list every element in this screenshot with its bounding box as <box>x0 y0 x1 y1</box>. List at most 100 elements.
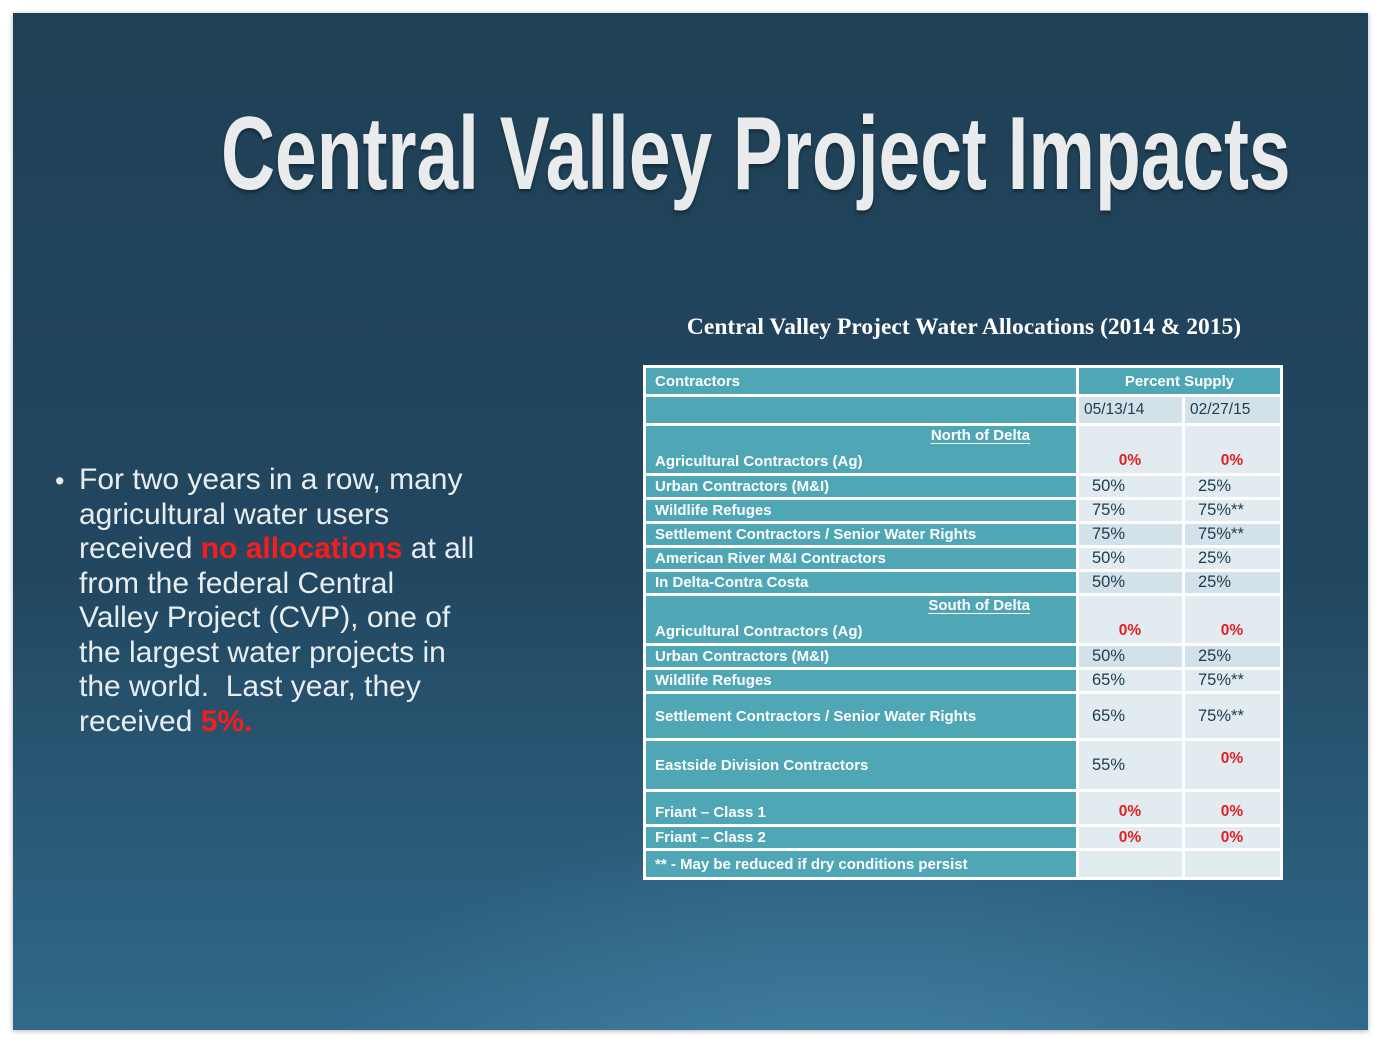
empty-teal-cell <box>646 397 1076 423</box>
bullet-segment: For two years in a row, many <box>79 463 463 496</box>
contractor-label-cell: Eastside Division Contractors <box>646 741 1076 789</box>
value-cell: 75% <box>1079 524 1182 545</box>
contractor-label-cell: Settlement Contractors / Senior Water Ri… <box>646 694 1076 738</box>
table-row: South of Delta Agricultural Contractors (… <box>646 596 1281 643</box>
contractor-label-cell: Friant – Class 1 <box>646 792 1076 824</box>
contractor-label-cell: Settlement Contractors / Senior Water Ri… <box>646 524 1076 545</box>
bullet-segment: received <box>79 532 201 565</box>
bullet-line: agricultural water users <box>79 498 598 533</box>
value-cell: 75%** <box>1185 500 1281 521</box>
contractor-label: Wildlife Refuges <box>655 672 772 689</box>
value-cell: 0% <box>1185 596 1281 643</box>
value-cell: 0% <box>1185 792 1281 824</box>
contractor-label-cell: Wildlife Refuges <box>646 500 1076 521</box>
bullet-emphasis-text: 5%. <box>200 704 253 738</box>
bullet-emphasis-text: no allocations <box>200 532 403 565</box>
value-cell: 25% <box>1185 572 1281 593</box>
contractor-label: American River M&I Contractors <box>655 550 886 567</box>
contractor-label-cell: In Delta-Contra Costa <box>646 572 1076 593</box>
table-row: American River M&I Contractors 50% 25% <box>646 548 1281 569</box>
value-cell: 50% <box>1079 646 1182 667</box>
table-row: Friant – Class 2 0% 0% <box>646 827 1281 848</box>
bullet-segment: received <box>79 704 201 738</box>
bullet-segment: agricultural water users <box>79 497 390 531</box>
contractor-label: Urban Contractors (M&I) <box>655 478 830 495</box>
contractors-header: Contractors <box>646 368 1076 394</box>
table-row: Settlement Contractors / Senior Water Ri… <box>646 524 1281 545</box>
bullet-segment: Valley Project (CVP), one of <box>79 601 451 634</box>
value-cell: 75%** <box>1185 524 1281 545</box>
value-cell: 25% <box>1185 548 1281 569</box>
empty-value-cell <box>1079 851 1182 877</box>
table-row: Wildlife Refuges 75% 75%** <box>646 500 1281 521</box>
value-cell: 0% <box>1079 792 1182 824</box>
table-row: North of Delta Agricultural Contractors (… <box>646 426 1281 473</box>
contractor-label: Settlement Contractors / Senior Water Ri… <box>655 526 977 543</box>
contractor-label-cell: American River M&I Contractors <box>646 548 1076 569</box>
table-row: Urban Contractors (M&I) 50% 25% <box>646 646 1281 667</box>
table-row: Settlement Contractors / Senior Water Ri… <box>646 694 1281 738</box>
empty-value-cell <box>1185 851 1281 877</box>
bullet-line: received 5%. <box>79 705 598 740</box>
bullet-icon: • <box>55 466 65 496</box>
contractor-label: Settlement Contractors / Senior Water Ri… <box>655 707 977 725</box>
value-cell: 50% <box>1079 548 1182 569</box>
value-cell: 75%** <box>1185 670 1281 691</box>
table-header-row: Contractors Percent Supply <box>646 368 1281 394</box>
bullet-line: Valley Project (CVP), one of <box>79 601 598 636</box>
value-cell: 75%** <box>1185 694 1281 738</box>
contractor-label-cell: Friant – Class 2 <box>646 827 1076 848</box>
bullet-line: the world. Last year, they <box>79 670 598 705</box>
bullet-segment: at all <box>402 532 475 565</box>
value-cell: 25% <box>1185 646 1281 667</box>
contractor-label: Wildlife Refuges <box>655 502 772 519</box>
value-cell: 0% <box>1185 741 1281 789</box>
date-col-2014: 05/13/14 <box>1079 397 1182 423</box>
value-cell: 50% <box>1079 572 1182 593</box>
slide-title-wrap: Central Valley Project Impacts <box>13 96 1368 212</box>
table-footnote: ** - May be reduced if dry conditions pe… <box>646 851 1076 877</box>
contractor-label: In Delta-Contra Costa <box>655 574 809 591</box>
table-title: Central Valley Project Water Allocations… <box>686 314 1242 340</box>
contractor-label: Urban Contractors (M&I) <box>655 648 830 665</box>
percent-supply-header: Percent Supply <box>1079 368 1281 394</box>
bullet-line: from the federal Central <box>79 567 598 602</box>
bullet-text: For two years in a row, many agricultural… <box>79 463 598 739</box>
bullet-segment: from the federal Central <box>79 566 395 600</box>
bullet-block: • For two years in a row, many agricultur… <box>53 463 598 739</box>
table-row: Wildlife Refuges 65% 75%** <box>646 670 1281 691</box>
value-cell: 65% <box>1079 670 1182 691</box>
value-cell: 0% <box>1079 596 1182 643</box>
value-cell: 25% <box>1185 476 1281 497</box>
bullet-segment: the largest water projects in <box>79 635 446 669</box>
contractor-label: Agricultural Contractors (Ag) <box>655 623 863 640</box>
value-cell: 50% <box>1079 476 1182 497</box>
section-heading: South of Delta <box>928 597 1030 614</box>
table-row: Eastside Division Contractors 55% 0% <box>646 741 1281 789</box>
section-heading: North of Delta <box>930 427 1030 444</box>
contractor-label: Eastside Division Contractors <box>655 756 869 774</box>
date-col-2015: 02/27/15 <box>1185 397 1281 423</box>
value-cell: 55% <box>1079 741 1182 789</box>
contractor-label-cell: North of Delta Agricultural Contractors (… <box>646 426 1076 473</box>
allocations-panel: Central Valley Project Water Allocations… <box>643 314 1285 880</box>
value-cell: 0% <box>1079 426 1182 473</box>
table-row: Friant – Class 1 0% 0% <box>646 792 1281 824</box>
value-cell: 75% <box>1079 500 1182 521</box>
contractor-label: Friant – Class 1 <box>655 804 766 821</box>
slide: Central Valley Project Impacts • For two… <box>13 13 1368 1030</box>
value-cell: 65% <box>1079 694 1182 738</box>
allocations-table: Contractors Percent Supply 05/13/14 02/2… <box>643 365 1284 880</box>
table-row: In Delta-Contra Costa 50% 25% <box>646 572 1281 593</box>
value-cell: 0% <box>1185 827 1281 848</box>
slide-title: Central Valley Project Impacts <box>220 96 1291 212</box>
footnote-row: ** - May be reduced if dry conditions pe… <box>646 851 1281 877</box>
contractor-label-cell: South of Delta Agricultural Contractors (… <box>646 596 1076 643</box>
contractor-label-cell: Urban Contractors (M&I) <box>646 646 1076 667</box>
contractor-label: Friant – Class 2 <box>655 829 766 846</box>
contractor-label-cell: Wildlife Refuges <box>646 670 1076 691</box>
bullet-line: For two years in a row, many <box>79 463 598 498</box>
contractor-label-cell: Urban Contractors (M&I) <box>646 476 1076 497</box>
date-header-row: 05/13/14 02/27/15 <box>646 397 1281 423</box>
